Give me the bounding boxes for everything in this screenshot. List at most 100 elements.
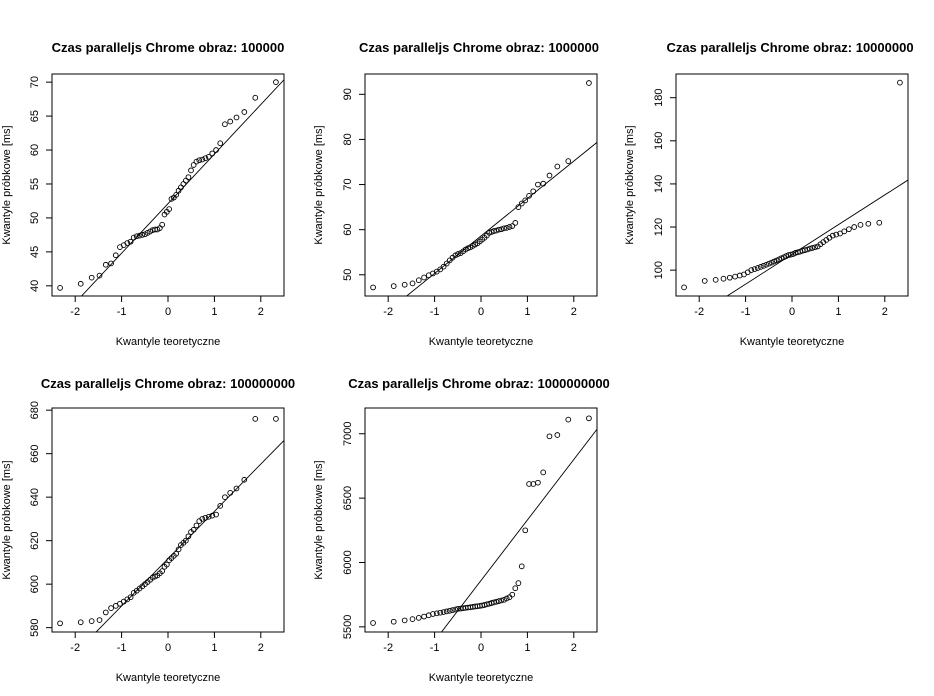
point: [491, 228, 497, 234]
point: [57, 620, 63, 627]
y-tick-label: 600: [29, 575, 41, 593]
point: [57, 285, 63, 291]
point: [88, 618, 95, 624]
x-tick-label: -1: [117, 642, 127, 654]
y-tick-label: 80: [342, 133, 354, 145]
y-tick-label: 5500: [342, 615, 354, 639]
y-tick-label: 6500: [342, 486, 354, 510]
point: [865, 220, 872, 227]
point: [897, 79, 903, 86]
point: [518, 563, 525, 570]
point: [501, 225, 507, 232]
point: [493, 227, 500, 234]
x-tick-label: 1: [524, 642, 530, 654]
point: [763, 261, 770, 268]
x-tick-label: 2: [258, 306, 264, 318]
point: [540, 469, 547, 476]
x-axis-label: Kwantyle teoretyczne: [740, 336, 845, 348]
point: [190, 162, 197, 168]
point: [108, 260, 114, 267]
point: [437, 266, 444, 273]
point: [390, 618, 397, 625]
point: [496, 598, 502, 604]
point: [273, 79, 279, 85]
point: [455, 251, 461, 257]
point: [193, 158, 200, 165]
x-tick-label: 2: [258, 642, 264, 654]
point: [501, 596, 507, 603]
qq-plot: Czas paralleljs Chrome obraz: 100000 Kwan…: [1, 40, 285, 348]
y-tick-label: 60: [342, 224, 354, 236]
y-tick-label: 180: [653, 89, 665, 107]
point: [493, 598, 500, 605]
point: [732, 273, 738, 280]
point: [449, 607, 456, 613]
point: [233, 114, 240, 121]
chart-title: Czas paralleljs Chrome obraz: 10000000: [666, 40, 913, 55]
qq-plot: Czas paralleljs Chrome obraz: 10000000 Kw…: [624, 40, 914, 348]
point: [241, 109, 248, 115]
x-tick-label: -2: [383, 642, 393, 654]
point: [851, 224, 858, 230]
reference-line: [95, 440, 284, 632]
y-tick-label: 160: [653, 132, 665, 150]
point: [522, 197, 529, 204]
point: [503, 595, 510, 602]
point: [452, 606, 459, 613]
point: [841, 228, 848, 235]
point: [136, 232, 143, 239]
point: [273, 416, 279, 422]
point: [196, 157, 203, 164]
point: [415, 614, 422, 621]
point: [222, 121, 228, 128]
point: [503, 225, 510, 231]
point: [175, 546, 182, 553]
point: [437, 609, 444, 616]
point: [833, 231, 840, 238]
point: [370, 620, 376, 626]
point: [183, 537, 189, 544]
reference-line: [80, 79, 284, 296]
point: [565, 158, 572, 164]
point: [102, 261, 109, 268]
y-tick-label: 580: [29, 618, 41, 636]
point: [440, 609, 447, 615]
y-tick-label: 680: [29, 401, 41, 419]
x-axis-label: Kwantyle teoretyczne: [429, 672, 534, 684]
y-tick-label: 50: [29, 212, 41, 224]
point: [701, 278, 708, 284]
point: [222, 494, 228, 501]
point: [139, 232, 146, 238]
chart-title: Czas paralleljs Chrome obraz: 1000000000: [348, 376, 610, 391]
point: [390, 283, 397, 289]
y-axis-label: Kwantyle próbkowe [ms]: [624, 125, 636, 244]
y-tick-label: 620: [29, 531, 41, 549]
plot-frame: [675, 73, 909, 297]
point: [205, 153, 212, 160]
point: [199, 516, 206, 522]
point: [409, 616, 416, 622]
point: [768, 259, 775, 266]
point: [252, 416, 259, 422]
point: [876, 219, 883, 226]
y-tick-label: 70: [29, 76, 41, 88]
point: [751, 266, 758, 272]
point: [188, 167, 194, 174]
point: [127, 594, 134, 601]
point: [159, 221, 166, 228]
x-tick-label: 0: [165, 642, 171, 654]
x-tick-label: 2: [882, 306, 888, 318]
y-tick-label: 640: [29, 488, 41, 506]
point: [202, 155, 209, 162]
point: [112, 252, 119, 259]
y-axis-label: Kwantyle próbkowe [ms]: [313, 460, 325, 579]
point: [173, 550, 180, 557]
plot-frame: [51, 407, 285, 633]
x-tick-label: 1: [835, 306, 841, 318]
y-axis-label: Kwantyle próbkowe [ms]: [313, 125, 325, 244]
point: [193, 522, 200, 529]
point: [421, 274, 427, 281]
point: [440, 263, 447, 270]
